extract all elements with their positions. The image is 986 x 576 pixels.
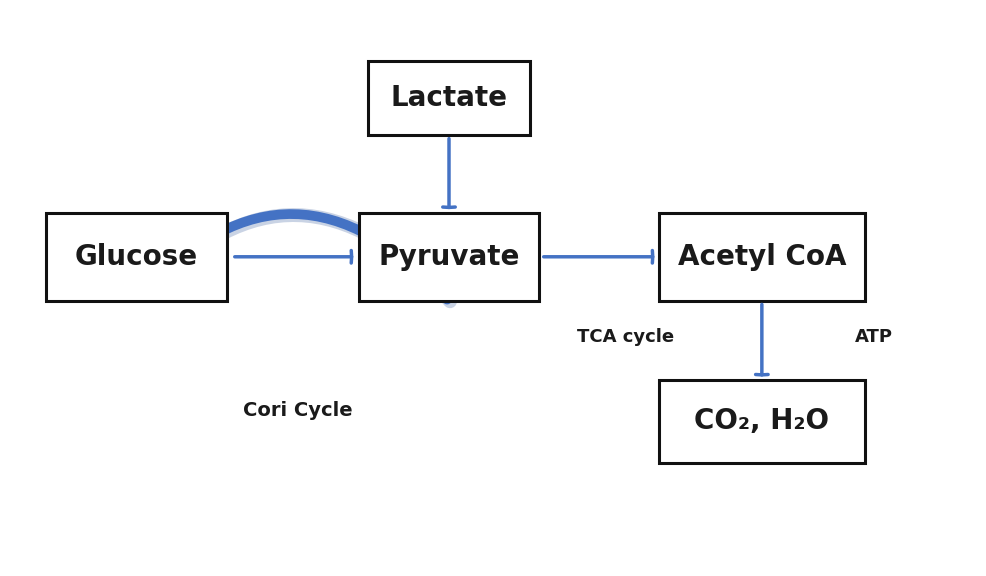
- Text: Glucose: Glucose: [75, 242, 198, 271]
- Text: ATP: ATP: [855, 328, 892, 346]
- Text: Lactate: Lactate: [390, 84, 508, 112]
- Text: Acetyl CoA: Acetyl CoA: [677, 242, 846, 271]
- Text: Cori Cycle: Cori Cycle: [243, 400, 352, 419]
- FancyBboxPatch shape: [660, 380, 865, 463]
- Text: CO₂, H₂O: CO₂, H₂O: [694, 407, 829, 435]
- FancyArrowPatch shape: [144, 214, 447, 300]
- Text: Pyruvate: Pyruvate: [379, 242, 520, 271]
- FancyBboxPatch shape: [359, 213, 539, 301]
- FancyArrowPatch shape: [149, 215, 450, 301]
- FancyBboxPatch shape: [369, 61, 529, 135]
- FancyBboxPatch shape: [45, 213, 227, 301]
- Text: TCA cycle: TCA cycle: [577, 328, 673, 346]
- FancyBboxPatch shape: [660, 213, 865, 301]
